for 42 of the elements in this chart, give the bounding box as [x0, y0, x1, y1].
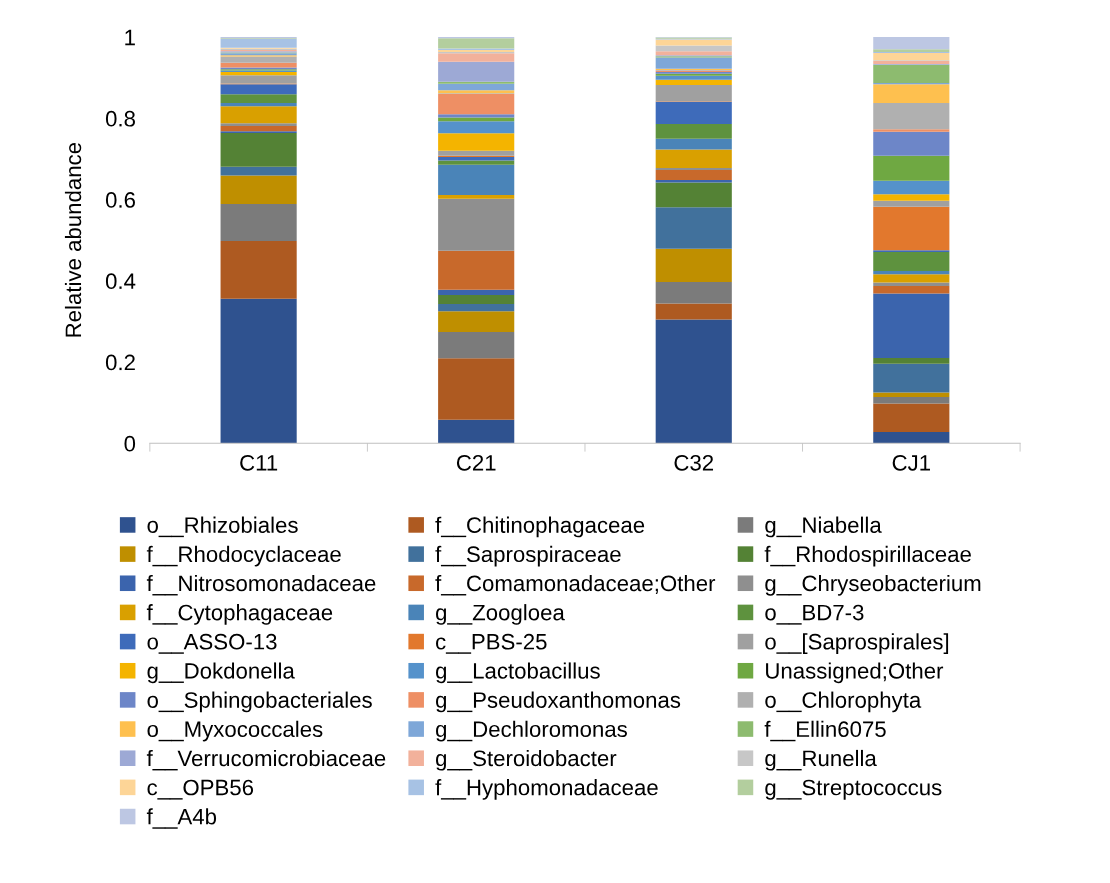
- x-tick-label: C21: [456, 454, 496, 471]
- legend-label: g__Niabella: [765, 516, 882, 538]
- legend-label: g__Pseudoxanthomonas: [436, 691, 681, 713]
- y-tick-label: 0.6: [105, 192, 135, 208]
- x-tick-label: C32: [674, 454, 714, 471]
- legend-label: f__Cytophagaceae: [146, 604, 333, 625]
- legend-label: g__Lactobacillus: [436, 662, 600, 684]
- legend-label: f__Rhodocyclaceae: [146, 545, 341, 567]
- legend-label: Unassigned;Other: [766, 662, 944, 684]
- legend-label: g__Dechloromonas: [436, 720, 627, 742]
- legend-label: f__Comamonadaceae;Other: [435, 574, 716, 596]
- legend-label: c__OPB56: [147, 779, 254, 800]
- y-tick-label: 1: [125, 29, 135, 46]
- legend-label: f__Ellin6075: [764, 720, 886, 742]
- y-tick-label: 0.4: [105, 273, 136, 290]
- legend-label: o__Myxococcales: [147, 720, 323, 742]
- legend-label: o__ASSO-13: [147, 633, 277, 654]
- y-tick-label: 0: [124, 435, 136, 452]
- y-tick-label: 0.2: [105, 354, 135, 371]
- legend-label: f__Verrucomicrobiaceae: [146, 749, 386, 771]
- x-tick-label: C11: [240, 454, 278, 471]
- legend-label: o__[Saprospirales]: [765, 633, 949, 654]
- legend-label: g__Chryseobacterium: [765, 574, 981, 596]
- legend-label: g__Dokdonella: [147, 662, 295, 684]
- legend-label: g__Zoogloea: [436, 604, 565, 625]
- legend-label: o__Sphingobacteriales: [147, 691, 372, 713]
- legend-label: g__Steroidobacter: [436, 749, 617, 771]
- y-tick-label: 0.8: [105, 110, 135, 127]
- legend-label: f__Hyphomonadaceae: [435, 779, 658, 800]
- legend-label: f__Saprospiraceae: [435, 545, 621, 567]
- y-axis-title: Relative abundance: [64, 142, 82, 337]
- x-tick-label: CJ1: [892, 454, 930, 471]
- legend-label: g__Streptococcus: [765, 779, 942, 800]
- legend-label: f__Rhodospirillaceae: [764, 545, 971, 567]
- legend-label: c__PBS-25: [436, 633, 547, 654]
- legend-label: f__A4b: [146, 808, 217, 829]
- legend-label: o__Chlorophyta: [765, 691, 922, 713]
- legend-label: o__Rhizobiales: [147, 516, 298, 538]
- legend-label: f__Chitinophagaceae: [435, 516, 645, 538]
- legend-label: g__Runella: [765, 749, 877, 771]
- legend-label: f__Nitrosomonadaceae: [146, 574, 376, 596]
- legend-label: o__BD7-3: [765, 604, 864, 625]
